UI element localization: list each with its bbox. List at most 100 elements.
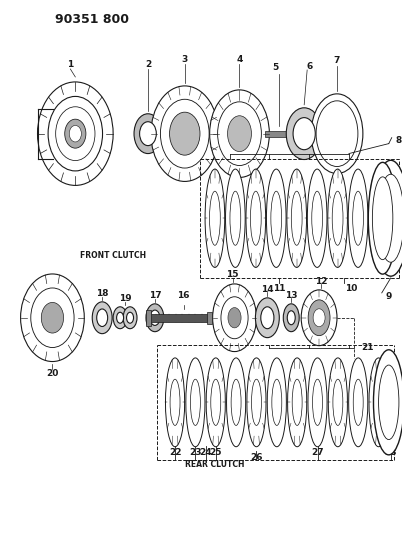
Ellipse shape — [372, 160, 403, 276]
Ellipse shape — [146, 304, 164, 332]
Ellipse shape — [92, 302, 112, 334]
Ellipse shape — [378, 174, 403, 262]
Ellipse shape — [139, 122, 156, 146]
Text: 3: 3 — [182, 54, 188, 63]
Ellipse shape — [261, 307, 274, 329]
Text: 13: 13 — [285, 292, 297, 301]
Text: 4: 4 — [236, 54, 243, 63]
Text: 15: 15 — [226, 270, 239, 279]
Ellipse shape — [311, 94, 363, 173]
Bar — [148, 314, 210, 322]
Ellipse shape — [41, 302, 64, 333]
Text: 16: 16 — [178, 292, 190, 301]
Text: 18: 18 — [96, 289, 108, 298]
Ellipse shape — [210, 90, 269, 177]
Text: 11: 11 — [273, 285, 286, 293]
Ellipse shape — [97, 309, 108, 327]
Ellipse shape — [328, 358, 347, 447]
Ellipse shape — [191, 379, 200, 425]
Ellipse shape — [221, 297, 248, 338]
Ellipse shape — [31, 288, 74, 348]
Bar — [146, 310, 151, 326]
Text: 1: 1 — [67, 60, 73, 69]
Text: 28: 28 — [384, 448, 397, 457]
Ellipse shape — [151, 86, 218, 181]
Ellipse shape — [116, 312, 124, 323]
Ellipse shape — [113, 307, 127, 329]
Ellipse shape — [267, 358, 287, 447]
Text: 7: 7 — [334, 55, 340, 64]
Ellipse shape — [292, 379, 302, 425]
Ellipse shape — [123, 307, 137, 329]
Ellipse shape — [170, 112, 200, 155]
Ellipse shape — [283, 304, 299, 332]
Ellipse shape — [287, 169, 307, 268]
Ellipse shape — [48, 96, 102, 171]
Text: 12: 12 — [315, 277, 327, 286]
Ellipse shape — [313, 309, 325, 327]
Ellipse shape — [166, 358, 185, 447]
Ellipse shape — [226, 169, 245, 268]
Ellipse shape — [271, 191, 282, 245]
Ellipse shape — [228, 308, 241, 328]
Text: 9: 9 — [386, 292, 392, 301]
Ellipse shape — [170, 379, 180, 425]
Text: 22: 22 — [169, 448, 181, 457]
Ellipse shape — [372, 177, 393, 260]
Ellipse shape — [160, 99, 209, 168]
Ellipse shape — [353, 191, 364, 245]
Text: 24: 24 — [199, 448, 212, 457]
Ellipse shape — [374, 379, 384, 425]
Ellipse shape — [69, 125, 81, 142]
Ellipse shape — [333, 379, 343, 425]
Ellipse shape — [134, 114, 162, 154]
Text: 26: 26 — [250, 453, 263, 462]
Text: REAR CLUTCH: REAR CLUTCH — [185, 459, 244, 469]
Text: 19: 19 — [119, 294, 131, 303]
Ellipse shape — [287, 311, 295, 325]
Ellipse shape — [348, 169, 368, 268]
Ellipse shape — [349, 358, 368, 447]
Ellipse shape — [256, 298, 279, 337]
Text: 90351 800: 90351 800 — [56, 13, 129, 26]
Ellipse shape — [56, 107, 95, 160]
Ellipse shape — [328, 169, 347, 268]
Ellipse shape — [291, 191, 302, 245]
Text: FRONT CLUTCH: FRONT CLUTCH — [80, 251, 146, 260]
Text: 5: 5 — [272, 63, 278, 72]
Ellipse shape — [286, 108, 322, 159]
Text: 25: 25 — [210, 448, 222, 457]
Ellipse shape — [266, 169, 286, 268]
Ellipse shape — [230, 191, 241, 245]
Text: 10: 10 — [345, 285, 357, 293]
Ellipse shape — [226, 358, 246, 447]
Ellipse shape — [307, 169, 327, 268]
Ellipse shape — [231, 379, 241, 425]
Ellipse shape — [353, 379, 363, 425]
Text: 6: 6 — [306, 61, 312, 70]
Ellipse shape — [369, 358, 388, 447]
Ellipse shape — [205, 169, 225, 268]
Ellipse shape — [293, 118, 315, 150]
Ellipse shape — [65, 119, 86, 148]
Ellipse shape — [228, 116, 251, 151]
Ellipse shape — [373, 191, 384, 245]
Ellipse shape — [210, 191, 220, 245]
Bar — [207, 312, 212, 324]
Ellipse shape — [332, 191, 343, 245]
Ellipse shape — [218, 102, 262, 166]
Ellipse shape — [250, 191, 261, 245]
Ellipse shape — [211, 379, 221, 425]
Ellipse shape — [206, 358, 225, 447]
Bar — [265, 131, 293, 136]
Ellipse shape — [37, 82, 113, 185]
Text: 14: 14 — [261, 285, 274, 294]
Ellipse shape — [213, 284, 256, 352]
Ellipse shape — [312, 191, 322, 245]
Ellipse shape — [251, 379, 262, 425]
Text: 27: 27 — [311, 448, 324, 457]
Ellipse shape — [378, 365, 399, 440]
Ellipse shape — [150, 310, 160, 326]
Ellipse shape — [127, 312, 133, 323]
Ellipse shape — [369, 169, 388, 268]
